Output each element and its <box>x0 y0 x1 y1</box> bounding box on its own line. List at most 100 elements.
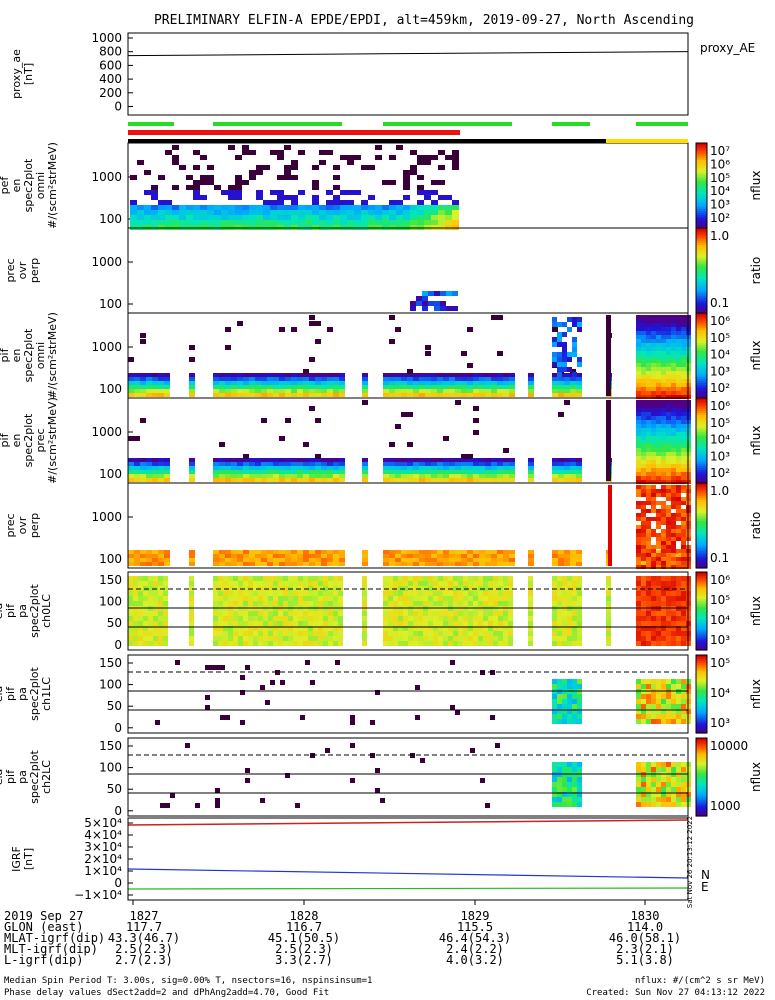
pa-cell <box>676 621 681 626</box>
pa-cell <box>458 596 463 601</box>
spec-cell <box>431 215 438 220</box>
ratio-cell <box>213 554 219 558</box>
spec-cell <box>671 327 676 331</box>
spec-cell <box>284 215 291 220</box>
spec-cell <box>491 478 497 482</box>
pa-cell <box>393 591 398 596</box>
spec-cell <box>261 389 267 393</box>
spec-cell <box>231 474 237 478</box>
ratio-cell <box>656 517 661 521</box>
spec-cell <box>231 373 237 377</box>
pa-cell <box>666 616 671 621</box>
spec-cell <box>270 200 277 205</box>
spec-cell <box>255 458 261 462</box>
pa-cell <box>278 596 283 601</box>
pa-cell <box>233 591 238 596</box>
spec-cell <box>243 470 249 474</box>
pa-cell <box>448 581 453 586</box>
spec-cell <box>666 395 671 399</box>
pa-cell <box>557 601 562 606</box>
pa-cell <box>567 777 572 782</box>
ratio-cell <box>646 549 651 553</box>
spec-cell <box>676 480 681 484</box>
spec-cell <box>646 428 651 432</box>
spec-cell <box>270 220 277 225</box>
colorbar-cell <box>696 695 707 699</box>
spec-cell <box>646 480 651 484</box>
pa-cell <box>671 792 676 797</box>
spec-cell <box>676 387 681 391</box>
spec-cell <box>128 478 134 482</box>
spec-cell <box>419 462 425 466</box>
pa-cell <box>189 636 194 641</box>
ratio-cell <box>297 554 303 558</box>
spec-cell <box>333 205 340 210</box>
pa-cell <box>577 684 582 689</box>
pa-cell <box>375 788 380 793</box>
pa-cell <box>666 709 671 714</box>
pa-cell <box>423 626 428 631</box>
colorbar-label: ratio <box>749 512 763 540</box>
pa-cell <box>243 581 248 586</box>
spec-cell <box>651 383 656 387</box>
panel-ylabel: proxy_ae <box>10 49 23 99</box>
spec-cell <box>261 458 267 462</box>
pa-cell <box>268 636 273 641</box>
spec-cell <box>200 155 207 160</box>
spec-cell <box>431 393 437 397</box>
ratio-cell <box>656 493 661 497</box>
ratio-cell <box>661 521 666 525</box>
pa-cell <box>656 797 661 802</box>
spec-cell <box>172 145 179 150</box>
pa-cell <box>676 762 681 767</box>
pa-cell <box>423 636 428 641</box>
spec-cell <box>557 342 562 347</box>
pa-cell <box>552 591 557 596</box>
ratio-cell <box>452 291 458 296</box>
colorbar-cell <box>696 406 707 410</box>
spec-cell <box>383 393 389 397</box>
spec-cell <box>165 210 172 215</box>
spec-cell <box>491 474 497 478</box>
spec-cell <box>576 373 582 377</box>
colorbar-cell <box>696 692 707 695</box>
pa-cell <box>273 576 278 581</box>
pa-cell <box>403 581 408 586</box>
pa-cell <box>572 777 577 782</box>
colorbar-cell <box>696 370 707 374</box>
colorbar-cell <box>696 694 707 697</box>
spec-cell <box>661 456 666 460</box>
ratio-cell <box>676 493 681 497</box>
spec-cell <box>455 377 461 381</box>
ratio-cell <box>440 291 446 296</box>
pa-cell <box>433 611 438 616</box>
colorbar-cell <box>696 529 707 533</box>
spec-cell <box>279 393 285 397</box>
spec-cell <box>666 323 671 327</box>
spec-cell <box>445 155 452 160</box>
ratio-cell <box>676 509 681 513</box>
pa-cell <box>577 767 582 772</box>
spec-cell <box>200 195 207 200</box>
ratio-cell <box>440 301 446 306</box>
ratio-cell <box>303 550 309 554</box>
spec-cell <box>641 404 646 408</box>
pa-cell <box>205 695 210 700</box>
spec-cell <box>413 377 419 381</box>
spec-cell <box>243 462 249 466</box>
spec-cell <box>277 220 284 225</box>
pa-cell <box>646 694 651 699</box>
spec-cell <box>273 474 279 478</box>
ratio-cell <box>413 562 419 566</box>
panel-ylabel: ch1LC <box>40 677 53 711</box>
spec-cell <box>407 442 413 447</box>
pa-cell <box>498 581 503 586</box>
pa-cell <box>148 621 153 626</box>
spec-cell <box>140 377 146 381</box>
pa-cell <box>463 611 468 616</box>
pa-cell <box>335 660 340 665</box>
spec-cell <box>134 466 140 470</box>
pa-cell <box>408 591 413 596</box>
ratio-cell <box>267 558 273 562</box>
ratio-cell <box>362 550 368 554</box>
